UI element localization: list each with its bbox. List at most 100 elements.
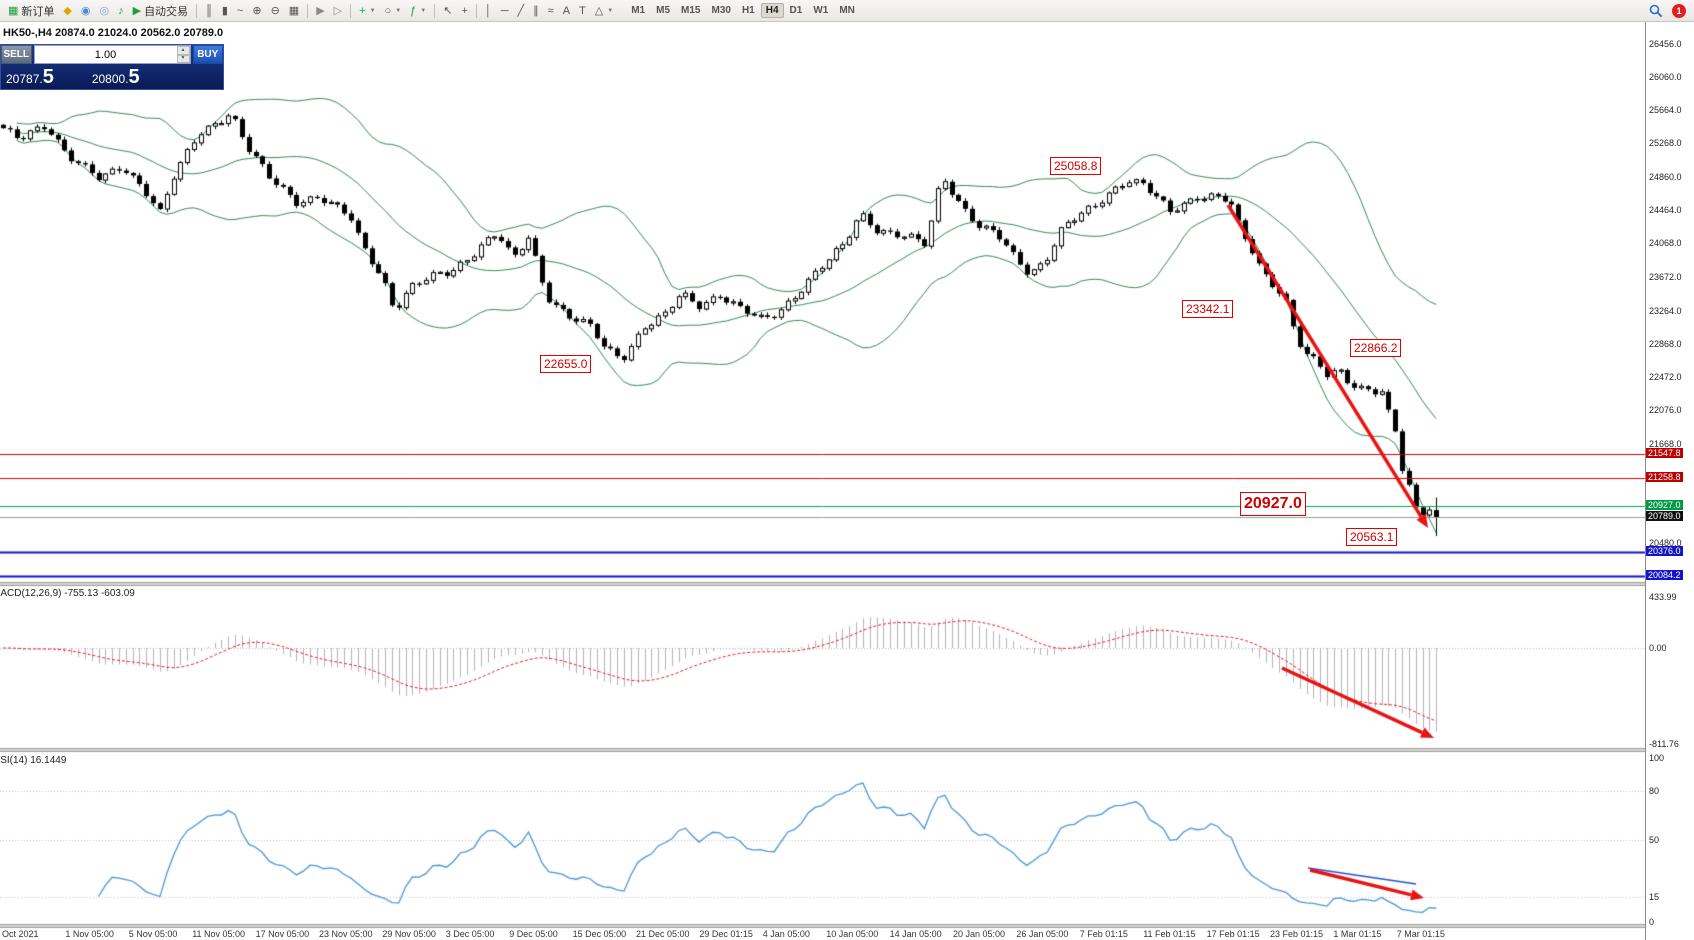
new-order-icon: ▦ [8,4,19,17]
dropdown-caret-icon: ▼ [369,7,376,14]
price-axis-label: 26060.0 [1649,72,1682,83]
price-line-label: 21547.8 [1646,447,1683,458]
rsi-axis-label: 15 [1649,892,1660,903]
zoom-out-button[interactable]: ⊖ [267,1,284,21]
notifications-badge[interactable]: 1 [1672,3,1686,18]
autotrade-button-label: 自动交易 [144,5,189,18]
market-icon-icon: ◆ [63,4,72,17]
timeframe-d1-button[interactable]: D1 [789,5,803,16]
rsi-axis-label: 50 [1649,835,1660,845]
toolbar-separator [307,3,309,18]
time-axis-label: 4 Jan 05:00 [762,929,810,939]
search-button[interactable] [1645,1,1667,21]
zoom-in-button[interactable]: ⊕ [248,1,265,21]
trendline-button[interactable]: ╱ [514,1,529,21]
shapes-button[interactable]: △ ▼ [591,1,617,21]
cursor-button[interactable]: ↖ [439,1,456,21]
time-axis-label: 29 Nov 05:00 [382,929,436,939]
search-icon [1649,4,1663,17]
chart-shift-button[interactable]: ▷ [330,1,346,21]
time-axis-label: 10 Jan 05:00 [826,929,879,939]
autotrade-icon: ▶ [132,4,142,17]
period-button[interactable]: ○ ▼ [381,1,406,21]
timeframe-h4-button[interactable]: H4 [760,3,784,18]
price-axis-label: 22472.0 [1649,371,1682,382]
timeframe-h1-button[interactable]: H1 [741,5,755,16]
autotrade-button[interactable]: ▶ 自动交易 [129,1,192,21]
price-axis-label: 20480.0 [1649,537,1682,548]
auto-scroll-button[interactable]: ▶ [312,1,328,21]
line-chart-icon: ~ [236,4,244,17]
indicators-button[interactable]: ƒ ▼ [406,1,430,21]
timeframe-w1-button[interactable]: W1 [813,5,829,16]
horizontal-line-button[interactable]: ─ [497,1,513,21]
price-callout-label: 22866.2 [1350,339,1402,358]
time-axis-label: 14 Jan 05:00 [889,929,942,939]
price-axis-label: 22076.0 [1649,404,1682,415]
zoom-in-icon: ⊕ [252,4,262,17]
time-axis-label: Oct 2021 [2,929,39,939]
sell-button[interactable]: SELL [1,45,32,64]
time-axis-label: 1 Nov 05:00 [65,929,114,939]
market-icon[interactable]: ◆ [59,1,75,21]
vertical-line-button[interactable]: │ [481,1,496,21]
timeframe-m15-button[interactable]: M15 [681,5,701,16]
profile-icon[interactable]: ◉ [77,1,95,21]
volume-up-button[interactable]: ▲ [176,46,190,55]
new-chart-button[interactable]: + ▼ [355,1,379,21]
trendline-icon: ╱ [517,4,525,17]
price-axis-label: 23672.0 [1649,271,1682,282]
timeframe-m1-button[interactable]: M1 [631,5,646,16]
price-callout-label: 20927.0 [1240,492,1306,516]
fibonacci-icon: ≈ [547,4,554,17]
tile-windows-button[interactable]: ▦ [285,1,303,21]
new-order-button[interactable]: ▦ 新订单 [4,1,58,21]
price-axis-label: 25268.0 [1649,138,1682,149]
line-chart-button[interactable]: ~ [233,1,247,21]
shapes-icon: △ [594,4,604,17]
price-line-label: 21258.8 [1646,471,1683,482]
toolbar-separator [196,3,198,18]
price-axis-label: 24464.0 [1649,205,1682,216]
toolbar-left-group: ▦ 新订单 ◆ ◉ ◎ ♪ ▶ 自动交易 ║ ▮ ~ ⊕ ⊖ ▦ ▶ ▷ + ▼ ○ ▼ ƒ ▼ ↖ + │ ─ ╱ ∥ ≈ A T △ ▼ [4,1,617,21]
candlestick-chart-button[interactable]: ▮ [218,1,232,21]
buy-button[interactable]: BUY [192,45,223,64]
sound-icon-icon: ♪ [118,4,124,17]
label-button[interactable]: T [575,1,590,21]
fibonacci-button[interactable]: ≈ [544,1,558,21]
buy-price-pips: 5 [128,66,140,88]
toolbar: ▦ 新订单 ◆ ◉ ◎ ♪ ▶ 自动交易 ║ ▮ ~ ⊕ ⊖ ▦ ▶ ▷ + ▼ ○ ▼ ƒ ▼ ↖ + │ ─ ╱ ∥ ≈ A T △ ▼ M… [0,0,1694,22]
indicators-icon: ƒ [410,4,417,17]
dropdown-caret-icon: ▼ [420,7,427,14]
volume-spinner: ▲ ▼ [176,46,190,63]
time-axis-label: 23 Feb 01:15 [1270,929,1324,939]
help-icon[interactable]: ◎ [95,1,113,21]
volume-down-button[interactable]: ▼ [176,54,190,63]
time-axis-label: 17 Nov 05:00 [255,929,310,939]
text-button[interactable]: A [559,1,574,21]
channel-button[interactable]: ∥ [529,1,543,21]
volume-input[interactable] [34,46,177,63]
bar-chart-button[interactable]: ║ [201,1,217,21]
price-callout-label: 25058.8 [1050,157,1102,176]
trade-panel-controls: SELL ▲ ▼ BUY [1,45,223,64]
rsi-axis-label: 80 [1649,785,1660,796]
toolbar-right-group: 1 [1645,1,1690,21]
help-icon-icon: ◎ [99,4,110,17]
text-icon: A [562,4,571,17]
price-chart-canvas[interactable] [0,22,1646,940]
time-axis-label: 9 Dec 05:00 [509,929,558,939]
trade-panel-prices: 20787. 5 20800. 5 [1,64,223,89]
rsi-axis-label: 0 [1649,917,1655,927]
sound-icon[interactable]: ♪ [114,1,128,21]
timeframe-mn-button[interactable]: MN [839,5,855,16]
timeframe-m30-button[interactable]: M30 [711,5,731,16]
macd-axis-label: 0.00 [1649,643,1667,653]
one-click-trade-panel: SELL ▲ ▼ BUY 20787.5 20800.5 [0,44,224,90]
crosshair-button[interactable]: + [457,1,471,21]
price-axis-label: 26456.0 [1649,39,1682,50]
dropdown-caret-icon: ▼ [395,7,402,14]
time-axis-label: 3 Dec 05:00 [445,929,495,939]
buy-price-main: 20800. [91,72,129,86]
timeframe-m5-button[interactable]: M5 [656,5,671,16]
